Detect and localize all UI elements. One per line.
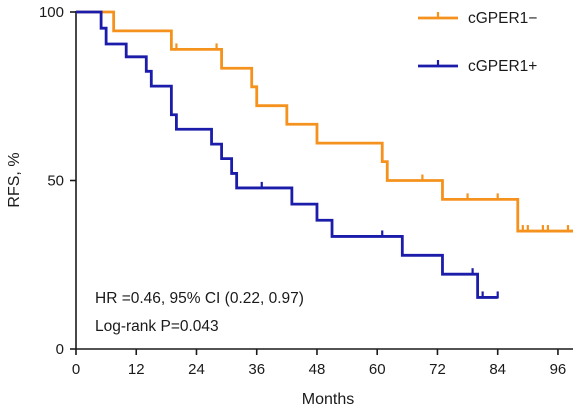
hazard-ratio-annotation: HR =0.46, 95% CI (0.22, 0.97) <box>95 290 304 307</box>
x-tick-label: 24 <box>188 361 205 378</box>
x-tick-label: 96 <box>550 361 567 378</box>
y-tick-label: 0 <box>56 341 64 358</box>
x-tick-label: 36 <box>248 361 265 378</box>
y-tick-label: 50 <box>47 173 64 190</box>
x-tick-label: 72 <box>429 361 446 378</box>
series-layer <box>76 10 573 299</box>
x-ticks: 0 12 24 36 48 60 72 84 96 <box>72 349 566 378</box>
y-tick-label: 100 <box>39 4 64 21</box>
legend: cGPER1− cGPER1+ <box>418 10 537 75</box>
x-tick-label: 48 <box>309 361 326 378</box>
legend-label-1: cGPER1+ <box>468 58 537 75</box>
x-tick-label: 12 <box>128 361 145 378</box>
series-line-1 <box>76 10 498 299</box>
y-axis-title: RFS, % <box>6 152 23 207</box>
series-line-0 <box>76 10 573 233</box>
x-tick-label: 0 <box>72 361 80 378</box>
x-tick-label: 84 <box>489 361 506 378</box>
logrank-annotation: Log-rank P=0.043 <box>95 318 219 335</box>
x-tick-label: 60 <box>369 361 386 378</box>
legend-label-0: cGPER1− <box>468 10 537 27</box>
x-axis-title: Months <box>302 391 354 408</box>
y-ticks: 0 50 100 <box>39 4 76 358</box>
